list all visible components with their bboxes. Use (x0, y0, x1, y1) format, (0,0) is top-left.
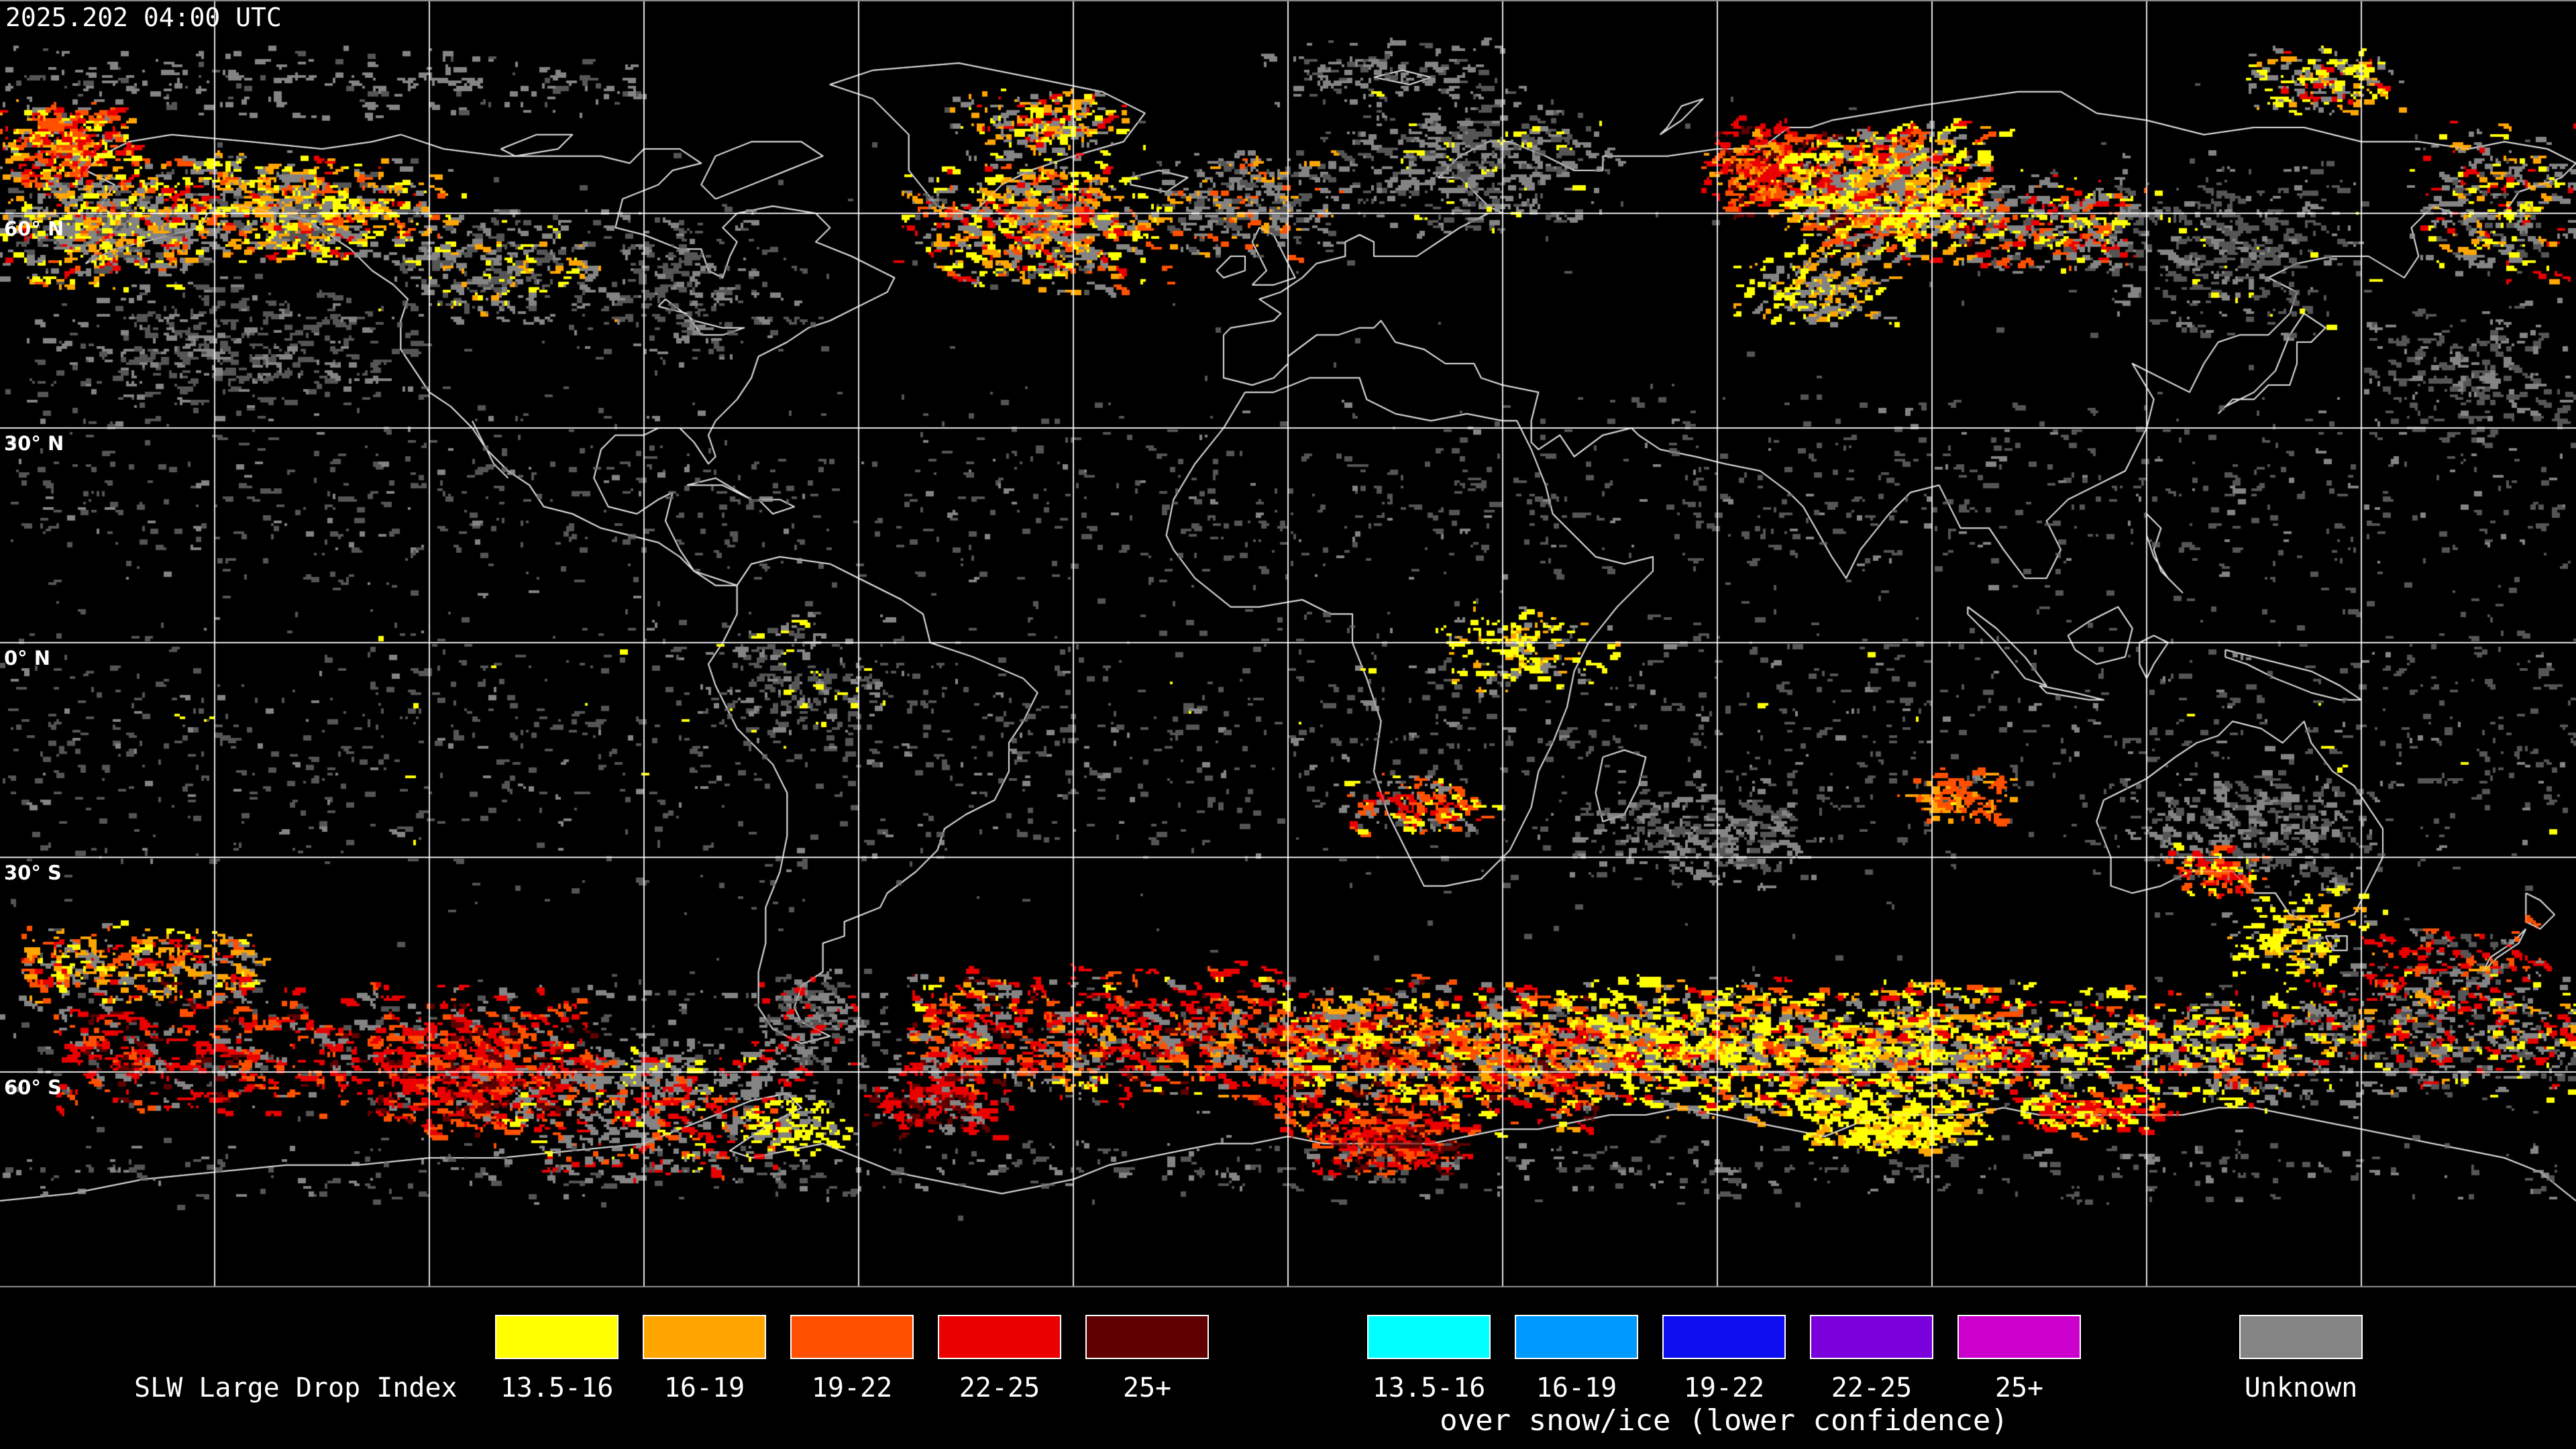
legend-snow-class-3-label: 22-25 (1831, 1373, 1913, 1403)
legend-class-4-label: 25+ (1122, 1373, 1172, 1403)
latitude-label-1: 30° N (4, 432, 64, 455)
legend-snow-class-0-label: 13.5-16 (1372, 1373, 1486, 1403)
legend-unknown-label: Unknown (2244, 1373, 2358, 1403)
legend-class-2-swatch (790, 1315, 914, 1359)
legend-class-0-label: 13.5-16 (500, 1373, 614, 1403)
latitude-label-2: 0° N (4, 647, 51, 669)
legend-snow-ice-caption: over snow/ice (lower confidence) (1440, 1403, 2008, 1438)
latitude-label-4: 60° S (4, 1076, 62, 1099)
legend-snow-class-3-swatch (1810, 1315, 1933, 1359)
legend-class-0-swatch (495, 1315, 619, 1359)
legend-snow-class-4-label: 25+ (1994, 1373, 2044, 1403)
legend-snow-class-4-swatch (1957, 1315, 2081, 1359)
legend-class-1-swatch (643, 1315, 766, 1359)
latitude-label-3: 30° S (4, 861, 62, 884)
legend-class-3-swatch (938, 1315, 1061, 1359)
legend-title: SLW Large Drop Index (134, 1373, 458, 1403)
legend-snow-class-0-swatch (1367, 1315, 1491, 1359)
timestamp: 2025.202 04:00 UTC (5, 3, 282, 32)
legend-snow-class-1-swatch (1515, 1315, 1638, 1359)
legend-class-3-label: 22-25 (959, 1373, 1040, 1403)
legend-class-4-swatch (1085, 1315, 1209, 1359)
legend-snow-class-2-label: 19-22 (1683, 1373, 1765, 1403)
legend-class-2-label: 19-22 (811, 1373, 893, 1403)
legend-class-1-label: 16-19 (663, 1373, 745, 1403)
legend-snow-class-2-swatch (1662, 1315, 1786, 1359)
latitude-label-0: 60° N (4, 217, 64, 240)
legend-unknown-swatch (2239, 1315, 2363, 1359)
legend-snow-class-1-label: 16-19 (1536, 1373, 1617, 1403)
